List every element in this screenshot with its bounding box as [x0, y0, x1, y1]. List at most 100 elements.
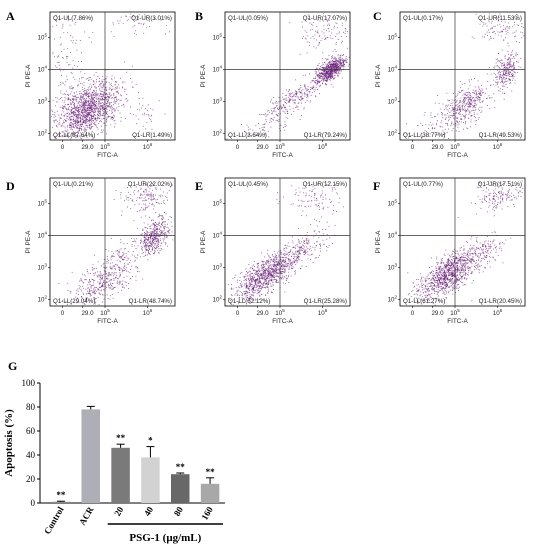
- plot-frame: [49, 11, 176, 141]
- y-tick-label: 104: [388, 231, 398, 240]
- x-tick-label: 105: [275, 308, 285, 317]
- quadrant-ul-label: Q1-UL(0.17%): [403, 15, 443, 22]
- bar-acr: [81, 409, 100, 503]
- significance-mark: **: [56, 490, 66, 500]
- x-tick-label: 105: [100, 142, 110, 151]
- y-tick-label: 104: [213, 65, 223, 74]
- quadrant-ur-label: Q1-UR(3.01%): [131, 15, 172, 22]
- x-tick-label: 29.0: [81, 144, 94, 151]
- x-tick-label: 0: [411, 310, 415, 317]
- y-tick-label: 103: [213, 263, 223, 272]
- x-axis-title: PSG-1 (μg/mL): [129, 532, 201, 544]
- panel-label: A: [6, 9, 15, 23]
- significance-mark: **: [116, 433, 126, 443]
- y-tick-label: 105: [213, 33, 223, 42]
- event-dots: [58, 180, 174, 306]
- quadrant-ur-label: Q1-UR(17.51%): [478, 181, 522, 188]
- quadrant-ul-label: Q1-UL(0.77%): [403, 181, 443, 188]
- y-tick-label: 103: [38, 263, 48, 272]
- panel-label: D: [6, 179, 15, 193]
- y-axis-title: PI PE-A: [25, 230, 32, 253]
- y-axis-title: PI PE-A: [200, 64, 207, 87]
- event-dots: [51, 13, 170, 140]
- scatter-panel-e: E Q1-UL(0.45%) Q1-UR(12.15%) Q1-LL(62.12%) Q…: [195, 177, 351, 325]
- y-tick-label: 103: [38, 97, 48, 106]
- x-tick-label: 106: [143, 142, 153, 151]
- x-tick-label: 29.0: [256, 144, 269, 151]
- y-tick-label: 105: [38, 33, 48, 42]
- panel-label: F: [373, 179, 380, 193]
- x-tick-label: 29.0: [81, 310, 94, 317]
- x-tick-label: Control: [42, 505, 66, 536]
- quadrant-lr-label: Q1-LR(79.24%): [304, 132, 347, 139]
- event-dots: [227, 181, 344, 306]
- y-tick-label: 102: [388, 295, 398, 304]
- x-tick-label: 0: [236, 310, 240, 317]
- y-tick-label: 60: [26, 426, 36, 436]
- panel-label: E: [195, 179, 203, 193]
- x-tick-label: 106: [143, 308, 153, 317]
- scatter-panel-d: D Q1-UL(0.21%) Q1-UR(22.02%) Q1-LL(29.04%) Q…: [6, 177, 176, 325]
- y-tick-label: 102: [38, 129, 48, 138]
- x-tick-label: 106: [493, 142, 503, 151]
- y-axis-title: PI PE-A: [25, 64, 32, 87]
- panel-label-g: G: [8, 359, 17, 373]
- bar-80: [171, 474, 190, 503]
- quadrant-lr-label: Q1-LR(1.49%): [132, 132, 172, 139]
- quadrant-ul-label: Q1-UL(7.86%): [53, 15, 93, 22]
- x-tick-label: 80: [172, 505, 185, 518]
- y-tick-label: 102: [213, 129, 223, 138]
- x-tick-label: 20: [112, 505, 125, 518]
- quadrant-lr-label: Q1-LR(25.28%): [304, 298, 347, 305]
- quadrant-lr-label: Q1-LR(49.53%): [479, 132, 522, 139]
- x-tick-label: 105: [100, 308, 110, 317]
- y-tick-label: 105: [38, 199, 48, 208]
- quadrant-ul-label: Q1-UL(0.05%): [228, 15, 268, 22]
- x-tick-label: 0: [236, 144, 240, 151]
- y-axis-title: PI PE-A: [200, 230, 207, 253]
- plot-frame: [399, 177, 526, 307]
- quadrant-ur-label: Q1-UR(17.07%): [303, 15, 347, 22]
- x-tick-label: 105: [275, 142, 285, 151]
- y-tick-label: 105: [388, 199, 398, 208]
- y-axis-title: Apoptosis (%): [3, 409, 15, 477]
- x-tick-label: 29.0: [256, 310, 269, 317]
- quadrant-ll-label: Q1-LL(38.77%): [403, 132, 445, 139]
- y-tick-label: 104: [388, 65, 398, 74]
- x-axis-title: FITC-A: [97, 152, 118, 159]
- y-tick-label: 102: [38, 295, 48, 304]
- x-axis-title: FITC-A: [272, 318, 293, 325]
- x-tick-label: 105: [450, 308, 460, 317]
- y-tick-label: 0: [31, 498, 36, 508]
- quadrant-ul-label: Q1-UL(0.21%): [53, 181, 93, 188]
- quadrant-lr-label: Q1-LR(48.74%): [129, 298, 172, 305]
- quadrant-ur-label: Q1-UR(22.02%): [128, 181, 172, 188]
- flow-cytometry-panels: A Q1-UL(7.86%) Q1-UR(3.01%) Q1-LL(87.64%) Q1…: [6, 9, 526, 325]
- y-tick-label: 20: [26, 474, 36, 484]
- significance-mark: **: [176, 462, 186, 472]
- scatter-panel-c: C Q1-UL(0.17%) Q1-UR(11.53%) Q1-LL(38.77%) Q…: [373, 9, 526, 159]
- x-axis-title: FITC-A: [272, 152, 293, 159]
- y-tick-label: 103: [213, 97, 223, 106]
- y-tick-label: 103: [388, 97, 398, 106]
- quadrant-ll-label: Q1-LL(87.64%): [53, 132, 95, 139]
- scatter-panel-a: A Q1-UL(7.86%) Q1-UR(3.01%) Q1-LL(87.64%) Q1…: [6, 9, 176, 159]
- x-tick-label: 29.0: [431, 310, 444, 317]
- quadrant-ll-label: Q1-LL(61.27%): [403, 298, 445, 305]
- significance-mark: **: [206, 467, 216, 477]
- y-tick-label: 104: [213, 231, 223, 240]
- panel-label: C: [373, 9, 382, 23]
- y-tick-label: 104: [38, 231, 48, 240]
- significance-mark: *: [148, 436, 153, 446]
- x-tick-label: ACR: [77, 505, 96, 527]
- quadrant-ur-label: Q1-UR(12.15%): [303, 181, 347, 188]
- y-tick-label: 104: [38, 65, 48, 74]
- event-dots: [407, 180, 524, 306]
- event-dots: [226, 13, 350, 140]
- y-tick-label: 80: [26, 402, 36, 412]
- y-axis-title: PI PE-A: [375, 230, 382, 253]
- x-axis-title: FITC-A: [447, 318, 468, 325]
- y-tick-label: 102: [388, 129, 398, 138]
- bar-20: [111, 447, 130, 503]
